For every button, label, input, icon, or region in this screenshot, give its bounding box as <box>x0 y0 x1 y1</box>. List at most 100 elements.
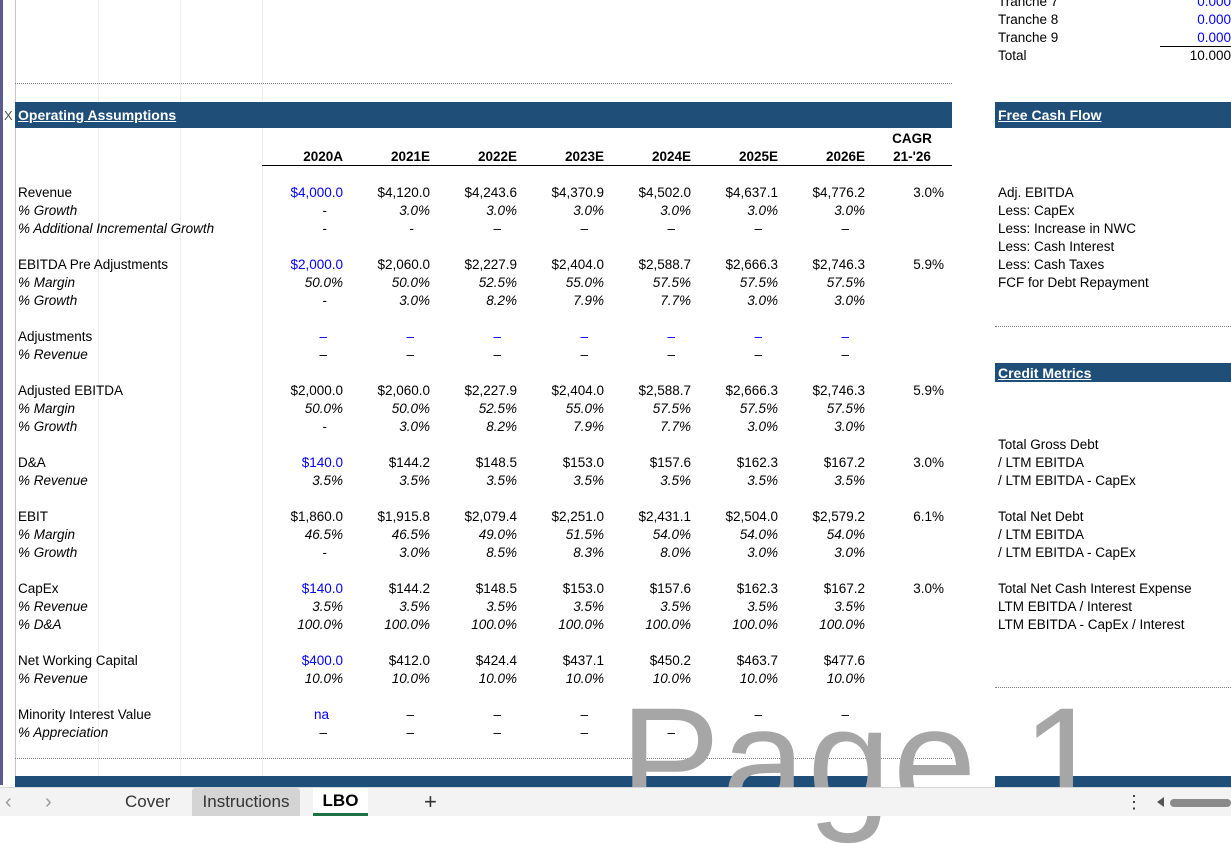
tab-cover[interactable]: Cover <box>125 792 171 811</box>
credit-metric-item[interactable]: / LTM EBITDA <box>998 527 1085 542</box>
data-cell[interactable]: $4,370.9 <box>551 185 604 200</box>
data-cell[interactable]: – <box>754 707 762 722</box>
data-cell[interactable]: 10.0% <box>826 671 865 686</box>
data-cell[interactable]: 10.0% <box>565 671 604 686</box>
data-cell[interactable]: 3.5% <box>573 473 604 488</box>
row-label[interactable]: % Growth <box>18 203 78 218</box>
row-label[interactable]: Net Working Capital <box>18 653 138 668</box>
data-cell[interactable]: $400.0 <box>301 653 343 668</box>
data-cell[interactable]: – <box>667 347 675 362</box>
cagr-cell[interactable]: 3.0% <box>913 185 944 200</box>
data-cell[interactable]: – <box>493 707 501 722</box>
data-cell[interactable]: $2,666.3 <box>725 383 778 398</box>
fcf-item[interactable]: Less: Cash Interest <box>998 239 1115 254</box>
data-cell[interactable]: – <box>319 725 327 740</box>
tranche-label[interactable]: Tranche 9 <box>998 30 1059 45</box>
tranche-value[interactable]: 0.000 <box>1197 0 1231 9</box>
row-label[interactable]: % Revenue <box>18 347 88 362</box>
data-cell[interactable]: $167.2 <box>823 581 865 596</box>
data-cell[interactable]: $144.2 <box>388 581 430 596</box>
data-cell[interactable]: 57.5% <box>826 275 865 290</box>
data-cell[interactable]: 54.0% <box>739 527 778 542</box>
data-cell[interactable]: – <box>754 221 762 236</box>
prev-sheet-icon[interactable]: ‹ <box>5 791 12 813</box>
data-cell[interactable]: $4,000.0 <box>290 185 343 200</box>
data-cell[interactable]: 3.0% <box>834 293 865 308</box>
data-cell[interactable]: 3.5% <box>660 599 691 614</box>
data-cell[interactable]: 100.0% <box>732 617 778 632</box>
data-cell[interactable]: – <box>841 221 849 236</box>
cagr-cell[interactable]: 3.0% <box>913 581 944 596</box>
data-cell[interactable]: 7.7% <box>660 293 691 308</box>
data-cell[interactable]: $4,120.0 <box>377 185 430 200</box>
data-cell[interactable]: $162.3 <box>736 581 778 596</box>
row-label[interactable]: % Revenue <box>18 671 88 686</box>
data-cell[interactable]: – <box>580 707 588 722</box>
row-label[interactable]: Minority Interest Value <box>18 707 152 722</box>
data-cell[interactable]: – <box>667 725 675 740</box>
data-cell[interactable]: 3.5% <box>660 473 691 488</box>
data-cell[interactable]: $4,776.2 <box>812 185 865 200</box>
credit-metric-item[interactable]: / LTM EBITDA - CapEx <box>998 545 1136 560</box>
data-cell[interactable]: $450.2 <box>649 653 691 668</box>
data-cell[interactable]: $2,251.0 <box>551 509 604 524</box>
row-label[interactable]: % Revenue <box>18 599 88 614</box>
data-cell[interactable]: $140.0 <box>301 455 343 470</box>
data-cell[interactable]: 100.0% <box>384 617 430 632</box>
data-cell[interactable]: 7.9% <box>573 419 604 434</box>
data-cell[interactable]: 52.5% <box>478 275 517 290</box>
data-cell[interactable]: $4,243.6 <box>464 185 517 200</box>
data-cell[interactable]: 3.0% <box>834 419 865 434</box>
data-cell[interactable]: 8.0% <box>660 545 691 560</box>
data-cell[interactable]: $2,431.1 <box>638 509 691 524</box>
data-cell[interactable]: $1,915.8 <box>377 509 430 524</box>
data-cell[interactable]: 52.5% <box>478 401 517 416</box>
data-cell[interactable]: $4,637.1 <box>725 185 778 200</box>
data-cell[interactable]: 3.5% <box>312 473 343 488</box>
data-cell[interactable]: 57.5% <box>652 401 691 416</box>
data-cell[interactable]: 100.0% <box>819 617 865 632</box>
tranche-total-value[interactable]: 10.000 <box>1189 48 1231 63</box>
data-cell[interactable]: – <box>667 221 675 236</box>
row-label[interactable]: % Margin <box>18 275 76 290</box>
data-cell[interactable]: 3.5% <box>486 473 517 488</box>
data-cell[interactable]: 3.5% <box>399 473 430 488</box>
data-cell[interactable]: – <box>754 347 762 362</box>
data-cell[interactable]: $153.0 <box>562 581 604 596</box>
data-cell[interactable]: - <box>322 203 328 218</box>
data-cell[interactable]: 57.5% <box>739 401 778 416</box>
row-label[interactable]: EBITDA Pre Adjustments <box>18 257 169 272</box>
data-cell[interactable]: – <box>580 221 588 236</box>
data-cell[interactable]: $2,079.4 <box>464 509 517 524</box>
data-cell[interactable]: 3.0% <box>399 419 430 434</box>
data-cell[interactable]: – <box>406 707 414 722</box>
data-cell[interactable]: 3.5% <box>573 599 604 614</box>
data-cell[interactable]: 3.0% <box>747 545 778 560</box>
free-cash-flow-title[interactable]: Free Cash Flow <box>998 107 1102 123</box>
data-cell[interactable]: 3.5% <box>486 599 517 614</box>
row-label[interactable]: % Growth <box>18 545 78 560</box>
credit-metric-item[interactable]: Total Net Cash Interest Expense <box>998 581 1192 596</box>
data-cell[interactable]: – <box>493 329 501 344</box>
data-cell[interactable]: 3.0% <box>486 203 517 218</box>
fcf-item[interactable]: Less: Cash Taxes <box>998 257 1105 272</box>
data-cell[interactable]: - <box>322 293 328 308</box>
data-cell[interactable]: – <box>754 329 762 344</box>
data-cell[interactable]: 3.5% <box>399 599 430 614</box>
add-sheet-icon[interactable]: + <box>424 789 437 814</box>
data-cell[interactable]: – <box>319 329 327 344</box>
data-cell[interactable]: $2,579.2 <box>812 509 865 524</box>
data-cell[interactable]: 3.0% <box>573 203 604 218</box>
scroll-left-icon[interactable] <box>1157 797 1164 807</box>
data-cell[interactable]: $4,502.0 <box>638 185 691 200</box>
row-label[interactable]: EBIT <box>18 509 49 524</box>
data-cell[interactable]: 50.0% <box>391 275 430 290</box>
cagr-cell[interactable]: 6.1% <box>913 509 944 524</box>
data-cell[interactable]: 50.0% <box>304 401 343 416</box>
data-cell[interactable]: $144.2 <box>388 455 430 470</box>
data-cell[interactable]: $2,404.0 <box>551 383 604 398</box>
data-cell[interactable]: $463.7 <box>736 653 778 668</box>
data-cell[interactable]: $412.0 <box>388 653 430 668</box>
next-sheet-icon[interactable]: › <box>45 791 52 813</box>
data-cell[interactable]: 10.0% <box>739 671 778 686</box>
